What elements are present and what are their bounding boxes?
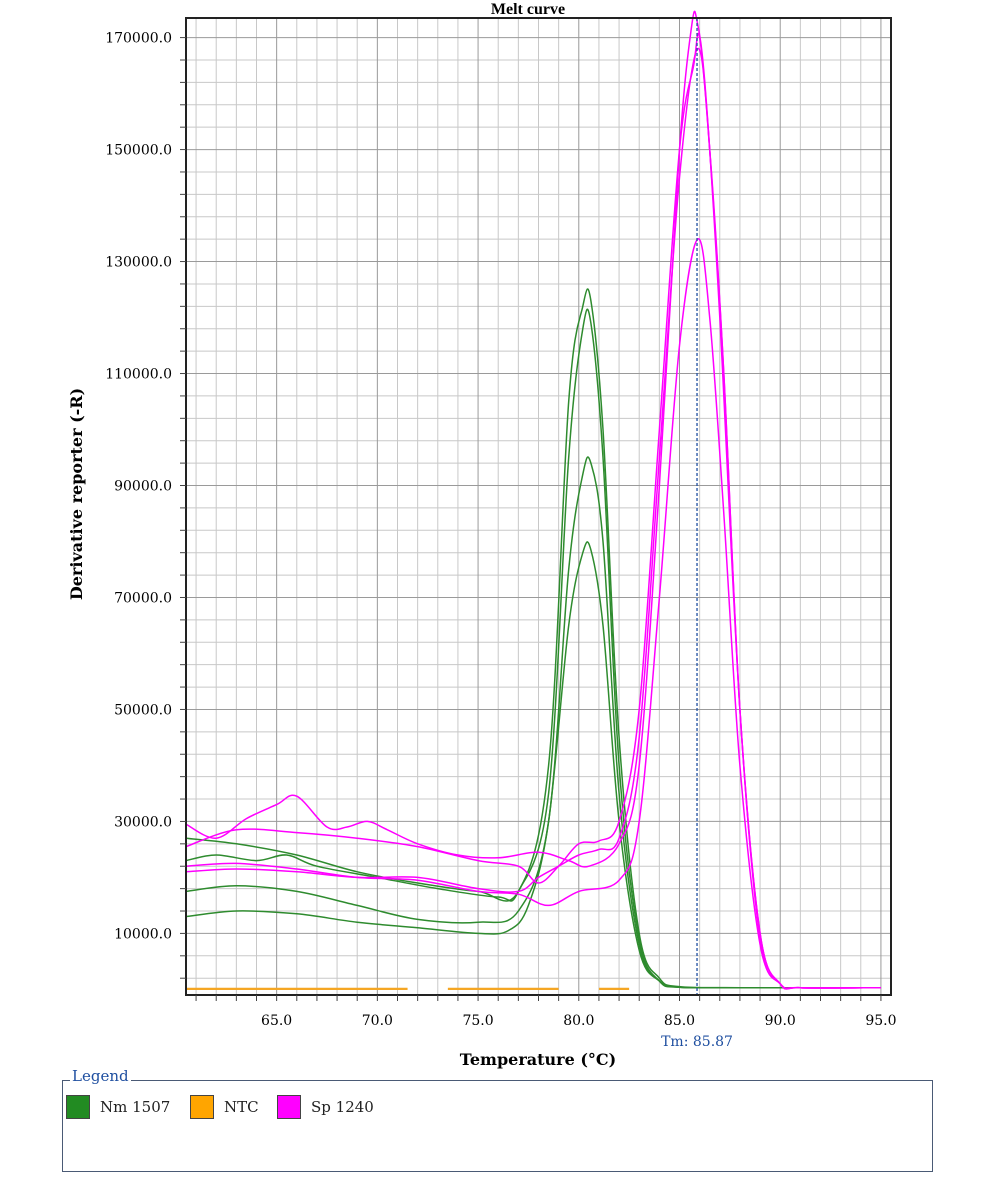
legend-item-sp1240: Sp 1240 [277,1094,374,1120]
tm-label: Tm: 85.87 [661,1034,733,1050]
y-tick-label: 130000.0 [105,255,172,271]
series-line-nm1507 [185,541,881,989]
series-line-sp1240 [185,48,881,990]
y-tick-label: 170000.0 [105,31,172,47]
series-lines [185,10,881,990]
melt-curve-chart: 10000.0 30000.0 50000.0 70000.0 90000.0 11000… [67,1,897,1069]
y-tick-label: 110000.0 [105,367,172,383]
y-tick-label: 70000.0 [114,590,172,606]
legend-label-sp1240: Sp 1240 [311,1098,374,1116]
legend-box [62,1080,933,1172]
chart-title: Melt curve [491,1,565,18]
y-axis-label: Derivative reporter (-R) [67,388,86,600]
legend-label-nm1507: Nm 1507 [100,1098,171,1116]
minor-grid [186,18,891,995]
y-tick-label: 10000.0 [114,926,172,942]
legend-title: Legend [70,1067,131,1085]
x-tick-label: 65.0 [261,1013,292,1029]
y-axis-ticks: 10000.0 30000.0 50000.0 70000.0 90000.0 11000… [105,31,186,979]
legend-swatch-nm1507 [66,1095,90,1119]
legend-swatch-ntc [190,1095,214,1119]
y-tick-label: 150000.0 [105,143,172,159]
x-tick-label: 85.0 [664,1013,695,1029]
series-line-sp1240 [185,238,881,989]
legend-label-ntc: NTC [224,1098,259,1116]
legend-swatch-sp1240 [277,1095,301,1119]
legend-item-ntc: NTC [190,1094,259,1120]
major-grid [186,18,891,995]
x-axis-label: Temperature (°C) [460,1050,616,1069]
legend-item-nm1507: Nm 1507 [66,1094,170,1120]
series-line-nm1507 [185,308,881,989]
x-tick-label: 95.0 [865,1013,896,1029]
x-tick-label: 80.0 [563,1013,594,1029]
x-axis-ticks: 65.0 70.0 75.0 80.0 85.0 90.0 95.0 [195,995,897,1029]
y-tick-label: 90000.0 [114,479,172,495]
y-tick-label: 30000.0 [114,814,172,830]
y-tick-label: 50000.0 [114,702,172,718]
x-tick-label: 90.0 [765,1013,796,1029]
x-tick-label: 75.0 [462,1013,493,1029]
x-tick-label: 70.0 [362,1013,393,1029]
